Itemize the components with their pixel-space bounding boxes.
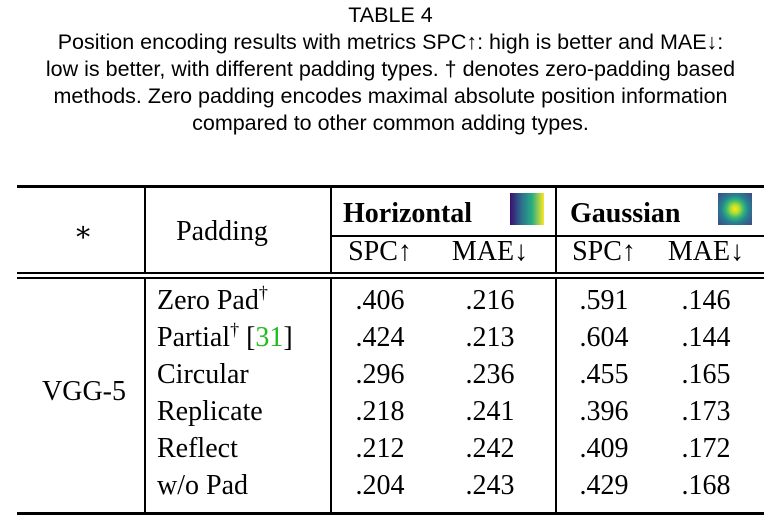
column-divider	[555, 278, 557, 512]
caption-label: TABLE 4	[348, 3, 433, 27]
metric-value: .216	[465, 285, 515, 316]
column-divider	[144, 278, 146, 512]
padding-type: w/o Pad	[157, 470, 248, 501]
caption-line: methods. Zero padding encodes maximal ab…	[53, 84, 728, 108]
metric-value: .424	[355, 322, 405, 353]
metric-value: .146	[681, 285, 731, 316]
metric-header: MAE↓	[451, 236, 529, 267]
padding-cell: Replicate	[157, 396, 263, 428]
metric-value: .296	[355, 359, 405, 390]
group-header-horizontal: Horizontal	[343, 198, 473, 229]
group-midrule	[331, 235, 764, 237]
metric-value: .406	[355, 285, 405, 316]
column-divider	[330, 278, 332, 512]
group-header-gaussian: Gaussian	[570, 198, 681, 229]
metric-value: .204	[355, 470, 405, 501]
padding-cell: Zero Pad†	[157, 282, 268, 317]
metric-value: .591	[579, 285, 629, 316]
column-divider	[330, 188, 332, 272]
metric-value: .144	[681, 322, 731, 353]
padding-type: Circular	[157, 359, 249, 390]
padding-header: Padding	[176, 216, 268, 247]
metric-value: .168	[681, 470, 731, 501]
metric-value: .172	[681, 433, 731, 464]
gaussian-map-icon	[718, 193, 752, 225]
metric-value: .218	[355, 396, 405, 427]
metric-value: .212	[355, 433, 405, 464]
column-divider	[144, 188, 146, 272]
horizontal-gradient-icon	[510, 193, 544, 225]
metric-value: .242	[465, 433, 515, 464]
padding-cell: Circular	[157, 359, 249, 391]
dagger-mark: †	[230, 319, 240, 340]
table-caption: TABLE 4 Position encoding results with m…	[0, 2, 781, 137]
padding-type: Replicate	[157, 396, 263, 427]
metric-header: SPC↑	[348, 236, 412, 267]
dagger-mark: †	[258, 282, 268, 303]
padding-type: Reflect	[157, 433, 238, 464]
metric-value: .243	[465, 470, 515, 501]
padding-cell: Reflect	[157, 433, 238, 465]
padding-cell: Partial† [31]	[157, 319, 293, 353]
metric-value: .604	[579, 322, 629, 353]
caption-line: compared to other common adding types.	[192, 111, 589, 135]
citation-link[interactable]: 31	[255, 322, 284, 353]
metric-value: .241	[465, 396, 515, 427]
padding-type: Zero Pad	[157, 285, 259, 316]
header-rule-second	[17, 277, 764, 279]
metric-value: .236	[465, 359, 515, 390]
top-rule	[17, 185, 764, 188]
metric-value: .213	[465, 322, 515, 353]
metric-value: .429	[579, 470, 629, 501]
column-divider	[555, 188, 557, 272]
padding-cell: w/o Pad	[157, 470, 248, 502]
header-rule	[17, 272, 764, 274]
metric-header: SPC↑	[572, 236, 636, 267]
corner-symbol: ∗	[73, 217, 93, 248]
metric-value: .396	[579, 396, 629, 427]
metric-value: .455	[579, 359, 629, 390]
caption-line: Position encoding results with metrics S…	[57, 30, 724, 54]
metric-header: MAE↓	[667, 236, 745, 267]
metric-value: .173	[681, 396, 731, 427]
caption-line: low is better, with different padding ty…	[45, 57, 736, 81]
bottom-rule	[17, 512, 764, 515]
metric-value: .409	[579, 433, 629, 464]
model-label: VGG-5	[42, 376, 126, 407]
metric-value: .165	[681, 359, 731, 390]
padding-type: Partial	[157, 322, 231, 353]
